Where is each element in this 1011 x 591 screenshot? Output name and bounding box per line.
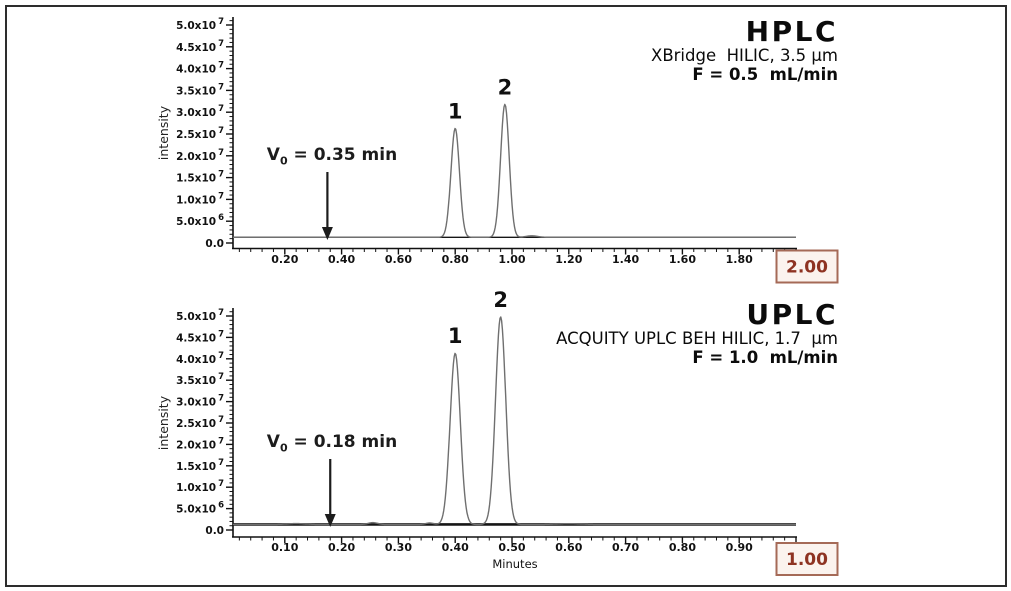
figure-frame xyxy=(5,5,1007,587)
uplc-title-block: UPLC ACQUITY UPLC BEH HILIC, 1.7 µm F = … xyxy=(556,299,838,367)
uplc-y-ticks: 0.0 5.0x10 6 1.0x10 7 1.5x10 7 2.0x10 7 2.5x10 7 3.… xyxy=(176,308,233,537)
x-tick-label: 0.80 xyxy=(669,541,696,554)
hplc-void-volume-label: V0 = 0.35 min xyxy=(232,145,432,167)
uplc-ylabel: intensity xyxy=(156,395,171,450)
x-tick-label: 0.70 xyxy=(612,541,639,554)
y-tick-label: 2.0x10 7 xyxy=(176,148,224,163)
y-tick-label: 1.0x10 7 xyxy=(176,191,224,206)
x-tick-label: 0.60 xyxy=(555,541,582,554)
y-tick-label: 4.0x10 7 xyxy=(176,351,224,366)
x-tick-label: 0.10 xyxy=(271,541,298,554)
y-tick-label: 1.0x10 7 xyxy=(176,479,224,494)
y-tick-label: 3.5x10 7 xyxy=(176,82,224,97)
y-tick-label: 5.0x10 6 xyxy=(176,501,224,516)
x-tick-label: 1.40 xyxy=(612,253,639,266)
hplc-column-info: XBridge HILIC, 3.5 µm xyxy=(651,46,838,66)
y-tick-label: 3.0x10 7 xyxy=(176,394,224,409)
y-tick-label: 2.5x10 7 xyxy=(176,415,224,430)
uplc-peak-1-label: 1 xyxy=(448,324,463,348)
uplc-title: UPLC xyxy=(746,298,838,331)
x-tick-label: 0.80 xyxy=(442,253,469,266)
uplc-panel: 0.0 5.0x10 6 1.0x10 7 1.5x10 7 2.0x10 7 2.5x10 7 3.… xyxy=(156,288,839,576)
void-value: = 0.18 min xyxy=(287,432,398,452)
uplc-xlabel: Minutes xyxy=(492,557,537,571)
y-tick-label: 2.5x10 7 xyxy=(176,126,224,141)
x-tick-label: 1.60 xyxy=(669,253,696,266)
hplc-flow-rate: F = 0.5 mL/min xyxy=(692,64,838,84)
x-tick-label: 0.90 xyxy=(726,541,753,554)
hplc-peak-2-label: 2 xyxy=(498,75,513,99)
x-tick-label: 0.50 xyxy=(498,541,525,554)
uplc-flow-rate: F = 1.0 mL/min xyxy=(692,347,838,367)
hplc-panel: 0.0 5.0x10 6 1.0x10 7 1.5x10 7 2.0x10 7 2.5x10 7 3.… xyxy=(156,17,839,284)
hplc-title: HPLC xyxy=(745,15,838,48)
x-tick-label: 0.20 xyxy=(328,541,355,554)
hplc-title-block: HPLC XBridge HILIC, 3.5 µm F = 0.5 mL/mi… xyxy=(651,16,838,84)
y-tick-label: 3.5x10 7 xyxy=(176,372,224,387)
x-tick-label: 0.40 xyxy=(328,253,355,266)
y-tick-label: 5.0x10 6 xyxy=(176,213,224,228)
x-tick-label: 0.60 xyxy=(385,253,412,266)
uplc-column-info: ACQUITY UPLC BEH HILIC, 1.7 µm xyxy=(556,329,838,349)
y-tick-label: 3.0x10 7 xyxy=(176,104,224,119)
y-tick-label: 4.5x10 7 xyxy=(176,329,224,344)
y-tick-label: 1.5x10 7 xyxy=(176,458,224,473)
y-tick-label: 2.0x10 7 xyxy=(176,436,224,451)
y-tick-label: 4.5x10 7 xyxy=(176,39,224,54)
uplc-trace xyxy=(233,316,796,526)
void-symbol: V xyxy=(266,145,280,165)
x-tick-label: 0.40 xyxy=(442,541,469,554)
hplc-y-ticks: 0.0 5.0x10 6 1.0x10 7 1.5x10 7 2.0x10 7 2.5x10 7 3.… xyxy=(176,17,233,250)
y-tick-label: 0.0 xyxy=(205,238,224,250)
uplc-void-arrow xyxy=(324,459,336,527)
void-subscript: 0 xyxy=(279,154,288,168)
uplc-x-ticks: 0.10 0.20 0.30 0.40 0.50 0.60 0.70 0.80 0.90 xyxy=(238,537,797,554)
uplc-axis-end-label: 1.00 xyxy=(786,550,828,570)
uplc-void-volume-label: V0 = 0.18 min xyxy=(232,432,432,454)
hplc-x-ticks: 0.20 0.40 0.60 0.80 1.00 1.20 1.40 1.60 1.80 xyxy=(238,248,797,266)
hplc-void-arrow xyxy=(321,172,333,240)
y-tick-label: 0.0 xyxy=(205,525,224,537)
void-subscript: 0 xyxy=(279,441,288,455)
x-tick-label: 1.80 xyxy=(726,253,753,266)
hplc-axis-end-label: 2.00 xyxy=(786,258,828,278)
y-tick-label: 4.0x10 7 xyxy=(176,61,224,76)
hplc-ylabel: intensity xyxy=(156,105,171,160)
uplc-peak-2-label: 2 xyxy=(493,288,508,312)
x-tick-label: 1.00 xyxy=(498,253,525,266)
hplc-trace xyxy=(233,103,796,238)
hplc-axis-end-box xyxy=(775,249,839,284)
y-tick-label: 5.0x10 7 xyxy=(176,17,224,32)
void-symbol: V xyxy=(266,432,280,452)
hplc-peak-1-label: 1 xyxy=(448,99,463,123)
x-tick-label: 1.20 xyxy=(555,253,582,266)
x-tick-label: 0.20 xyxy=(271,253,298,266)
x-tick-label: 0.30 xyxy=(385,541,412,554)
y-tick-label: 1.5x10 7 xyxy=(176,170,224,185)
y-tick-label: 5.0x10 7 xyxy=(176,308,224,323)
uplc-axis-end-box xyxy=(775,542,839,576)
void-value: = 0.35 min xyxy=(287,145,398,165)
